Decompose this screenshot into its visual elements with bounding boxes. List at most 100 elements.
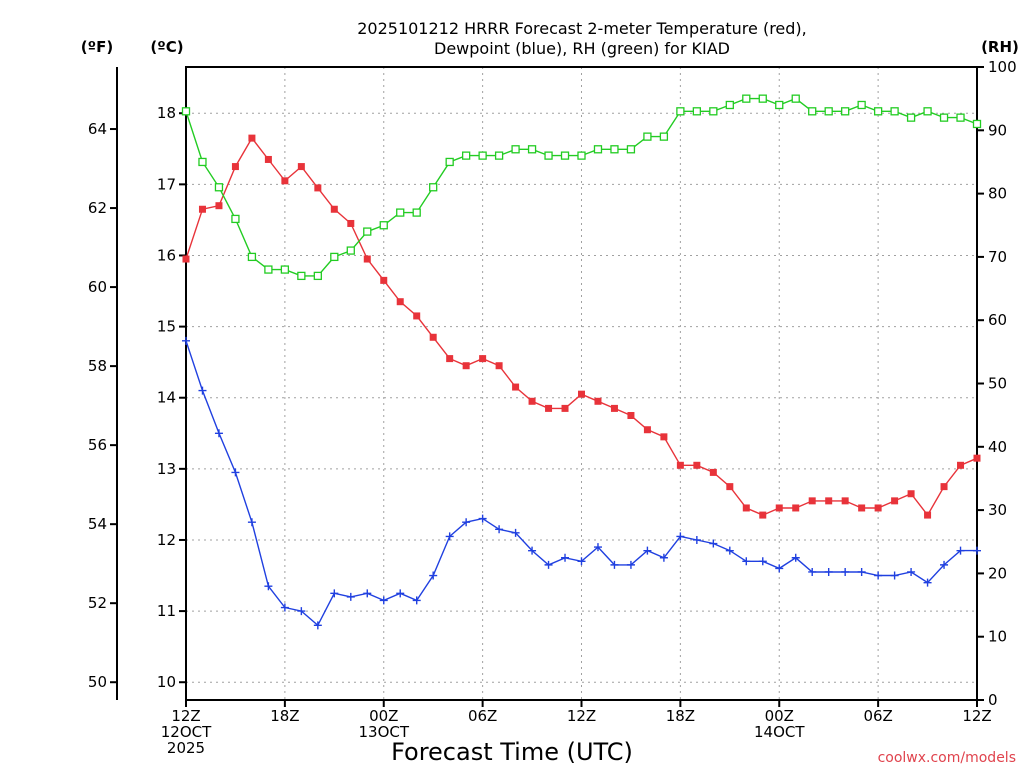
- dewpoint-point: [857, 567, 866, 576]
- celsius-tick-label: 18: [157, 104, 176, 122]
- temperature-point: [264, 155, 272, 163]
- chart-title-line-1: 2025101212 HRRR Forecast 2-meter Tempera…: [357, 19, 807, 38]
- rh-point: [775, 100, 784, 110]
- dewpoint-point: [297, 607, 306, 616]
- temperature-point: [380, 276, 388, 284]
- temperature-point: [825, 497, 833, 505]
- dewpoint-point: [462, 518, 471, 527]
- dewpoint-point: [577, 557, 586, 566]
- rh-point: [643, 132, 652, 141]
- rh-point: [593, 145, 603, 154]
- temperature-point: [792, 504, 800, 512]
- rh-point: [758, 94, 767, 103]
- temperature-point: [660, 433, 668, 441]
- temperature-point: [578, 390, 585, 398]
- temperature-point: [841, 497, 849, 505]
- rh-tick-label: 50: [988, 375, 1007, 393]
- dewpoint-point: [824, 567, 833, 576]
- temperature-point: [446, 355, 454, 363]
- temperature-point: [495, 362, 503, 370]
- dewpoint-point: [775, 564, 784, 573]
- rh-point: [939, 113, 949, 122]
- celsius-tick-label: 14: [157, 389, 176, 407]
- dewpoint-point: [231, 468, 240, 477]
- dewpoint-point: [363, 589, 372, 598]
- temperature-point: [973, 454, 981, 462]
- rh-point: [544, 151, 553, 160]
- rh-tick-label: 0: [988, 691, 998, 709]
- rh-point: [527, 145, 537, 154]
- time-tick-label: 06Z: [863, 707, 892, 725]
- dewpoint-point: [610, 560, 619, 569]
- dewpoint-point: [940, 560, 949, 569]
- rh-point: [264, 265, 273, 274]
- celsius-axis: 10 11 12 13 14 15 16 17 18: [157, 104, 186, 691]
- celsius-tick-label: 17: [157, 175, 176, 193]
- dewpoint-point: [676, 532, 685, 541]
- footer-credit: coolwx.com/models: [878, 750, 1016, 766]
- time-tick-label: 12Z: [567, 707, 596, 725]
- rh-tick-label: 70: [988, 248, 1007, 266]
- rh-point: [461, 151, 471, 160]
- fahrenheit-unit-label: (ºF): [81, 38, 113, 56]
- temperature-point: [413, 312, 421, 320]
- dewpoint-point: [643, 546, 652, 555]
- dewpoint-point: [346, 592, 355, 601]
- rh-point: [412, 208, 421, 217]
- dewpoint-point: [214, 429, 223, 438]
- rh-point: [346, 246, 355, 255]
- series-dewpoint: [182, 336, 981, 630]
- time-tick-label: 14OCT: [754, 723, 805, 741]
- celsius-tick-label: 10: [157, 673, 176, 691]
- temperature-point: [561, 404, 569, 412]
- dewpoint-point: [808, 567, 817, 576]
- time-tick-label: 13OCT: [358, 723, 409, 741]
- rh-tick-label: 60: [988, 311, 1007, 329]
- temperature-point: [627, 412, 635, 420]
- rh-tick-label: 100: [988, 58, 1017, 76]
- rh-tick-label: 20: [988, 564, 1007, 582]
- temperature-point: [891, 497, 899, 505]
- fahrenheit-tick-label: 58: [88, 357, 107, 375]
- dewpoint-point: [841, 567, 850, 576]
- rh-point: [247, 252, 257, 262]
- fahrenheit-tick-label: 52: [88, 594, 107, 612]
- rh-point: [214, 183, 224, 192]
- rh-point: [923, 107, 932, 116]
- temperature-point: [231, 163, 239, 171]
- temperature-point: [957, 461, 965, 469]
- dewpoint-point: [725, 546, 734, 555]
- fahrenheit-tick-label: 64: [88, 120, 107, 138]
- temperature-point: [693, 461, 701, 469]
- chart-title-line-2: Dewpoint (blue), RH (green) for KIAD: [434, 39, 730, 58]
- temperature-point: [594, 397, 602, 405]
- rh-point: [511, 145, 520, 154]
- dewpoint-point: [478, 514, 487, 523]
- series-layer: [181, 94, 982, 630]
- dewpoint-point: [659, 553, 668, 562]
- dewpoint-point: [692, 535, 701, 544]
- temperature-point: [281, 177, 289, 185]
- temperature-point: [676, 461, 684, 469]
- temperature-point: [215, 202, 223, 210]
- rh-point: [742, 94, 751, 103]
- dewpoint-point: [561, 553, 570, 562]
- temperature-point: [742, 504, 750, 512]
- rh-point: [890, 107, 899, 116]
- time-tick-label: 12Z: [962, 707, 991, 725]
- temperature-point: [874, 504, 882, 512]
- plot-frame: [185, 66, 978, 701]
- dewpoint-point: [874, 571, 883, 580]
- temperature-point: [429, 333, 437, 341]
- rh-point: [626, 145, 636, 154]
- temperature-point: [726, 483, 734, 491]
- x-axis-title: Forecast Time (UTC): [391, 738, 633, 766]
- rh-tick-label: 40: [988, 438, 1007, 456]
- temperature-point: [940, 483, 948, 491]
- fahrenheit-tick-label: 50: [88, 673, 107, 691]
- fahrenheit-axis: 50 52 54 56 58 60 62 64: [88, 120, 117, 691]
- rh-point: [560, 151, 570, 160]
- rh-point: [873, 107, 883, 116]
- rh-point: [857, 100, 866, 110]
